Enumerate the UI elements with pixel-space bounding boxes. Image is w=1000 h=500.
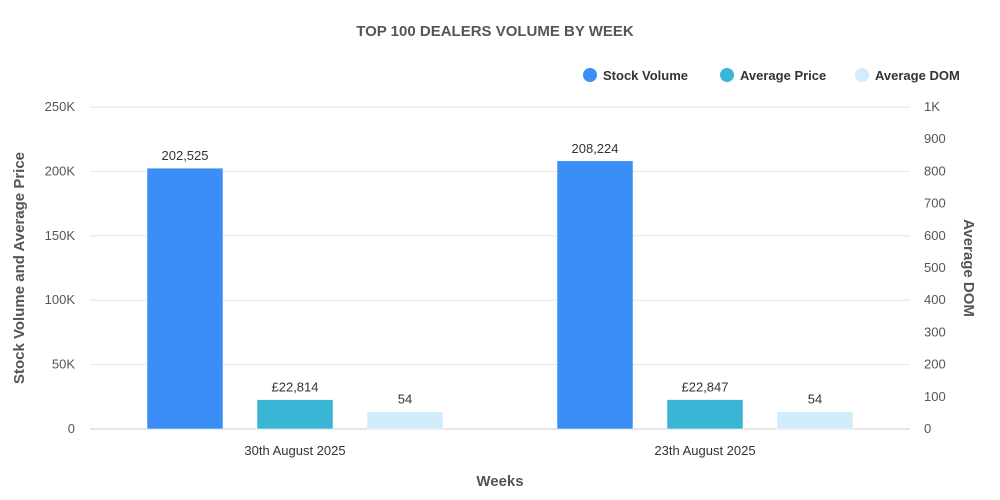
x-category-label: 23th August 2025 <box>654 443 755 458</box>
chart-title: TOP 100 DEALERS VOLUME BY WEEK <box>356 23 634 40</box>
bar-average-dom <box>366 411 444 430</box>
bar-average-price <box>256 399 334 430</box>
y-tick-label-right: 500 <box>924 260 946 275</box>
bar-stock-volume <box>556 160 634 430</box>
y-tick-label-right: 900 <box>924 131 946 146</box>
data-label: 54 <box>398 392 412 407</box>
y-tick-label-right: 300 <box>924 324 946 339</box>
y-tick-label-left: 150K <box>45 228 76 243</box>
y-tick-label-right: 1K <box>924 99 940 114</box>
y-tick-label-left: 100K <box>45 292 76 307</box>
y-tick-label-right: 700 <box>924 196 946 211</box>
y-tick-label-right: 0 <box>924 421 931 436</box>
legend-marker <box>583 68 597 82</box>
legend-label: Average Price <box>740 68 826 83</box>
legend-label: Average DOM <box>875 68 960 83</box>
grid-layer <box>90 106 910 430</box>
y-tick-label-left: 200K <box>45 163 76 178</box>
bar-average-price <box>666 399 744 430</box>
bar-average-dom <box>776 411 854 430</box>
legend: Stock Volume Average Price Average DOM <box>583 68 960 83</box>
y-tick-label-right: 800 <box>924 163 946 178</box>
x-axis: 30th August 2025 23th August 2025 <box>244 443 755 458</box>
y-tick-label-right: 200 <box>924 357 946 372</box>
y-axis-title-left: Stock Volume and Average Price <box>11 152 28 384</box>
x-axis-title: Weeks <box>476 473 523 490</box>
data-labels-layer: 202,525 £22,814 54 208,224 £22,847 54 <box>162 141 823 407</box>
y-tick-label-right: 600 <box>924 228 946 243</box>
y-tick-label-right: 100 <box>924 389 946 404</box>
x-category-label: 30th August 2025 <box>244 443 345 458</box>
legend-marker <box>855 68 869 82</box>
y-tick-label-right: 400 <box>924 292 946 307</box>
legend-marker <box>720 68 734 82</box>
data-label: £22,847 <box>682 380 729 395</box>
data-label: 208,224 <box>572 141 619 156</box>
data-label: 54 <box>808 392 822 407</box>
bar-stock-volume <box>146 167 224 430</box>
bars-layer <box>146 160 854 430</box>
y-axis-title-right: Average DOM <box>960 219 977 317</box>
y-axis-left: 0 50K 100K 150K 200K 250K <box>45 99 76 436</box>
legend-label: Stock Volume <box>603 68 688 83</box>
data-label: £22,814 <box>272 380 319 395</box>
y-tick-label-left: 50K <box>52 357 75 372</box>
y-tick-label-left: 0 <box>68 421 75 436</box>
y-tick-label-left: 250K <box>45 99 76 114</box>
y-axis-right: 0 100 200 300 400 500 600 700 800 900 1K <box>924 99 946 436</box>
data-label: 202,525 <box>162 148 209 163</box>
